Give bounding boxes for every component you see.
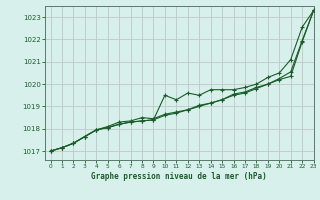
X-axis label: Graphe pression niveau de la mer (hPa): Graphe pression niveau de la mer (hPa) — [91, 172, 267, 181]
